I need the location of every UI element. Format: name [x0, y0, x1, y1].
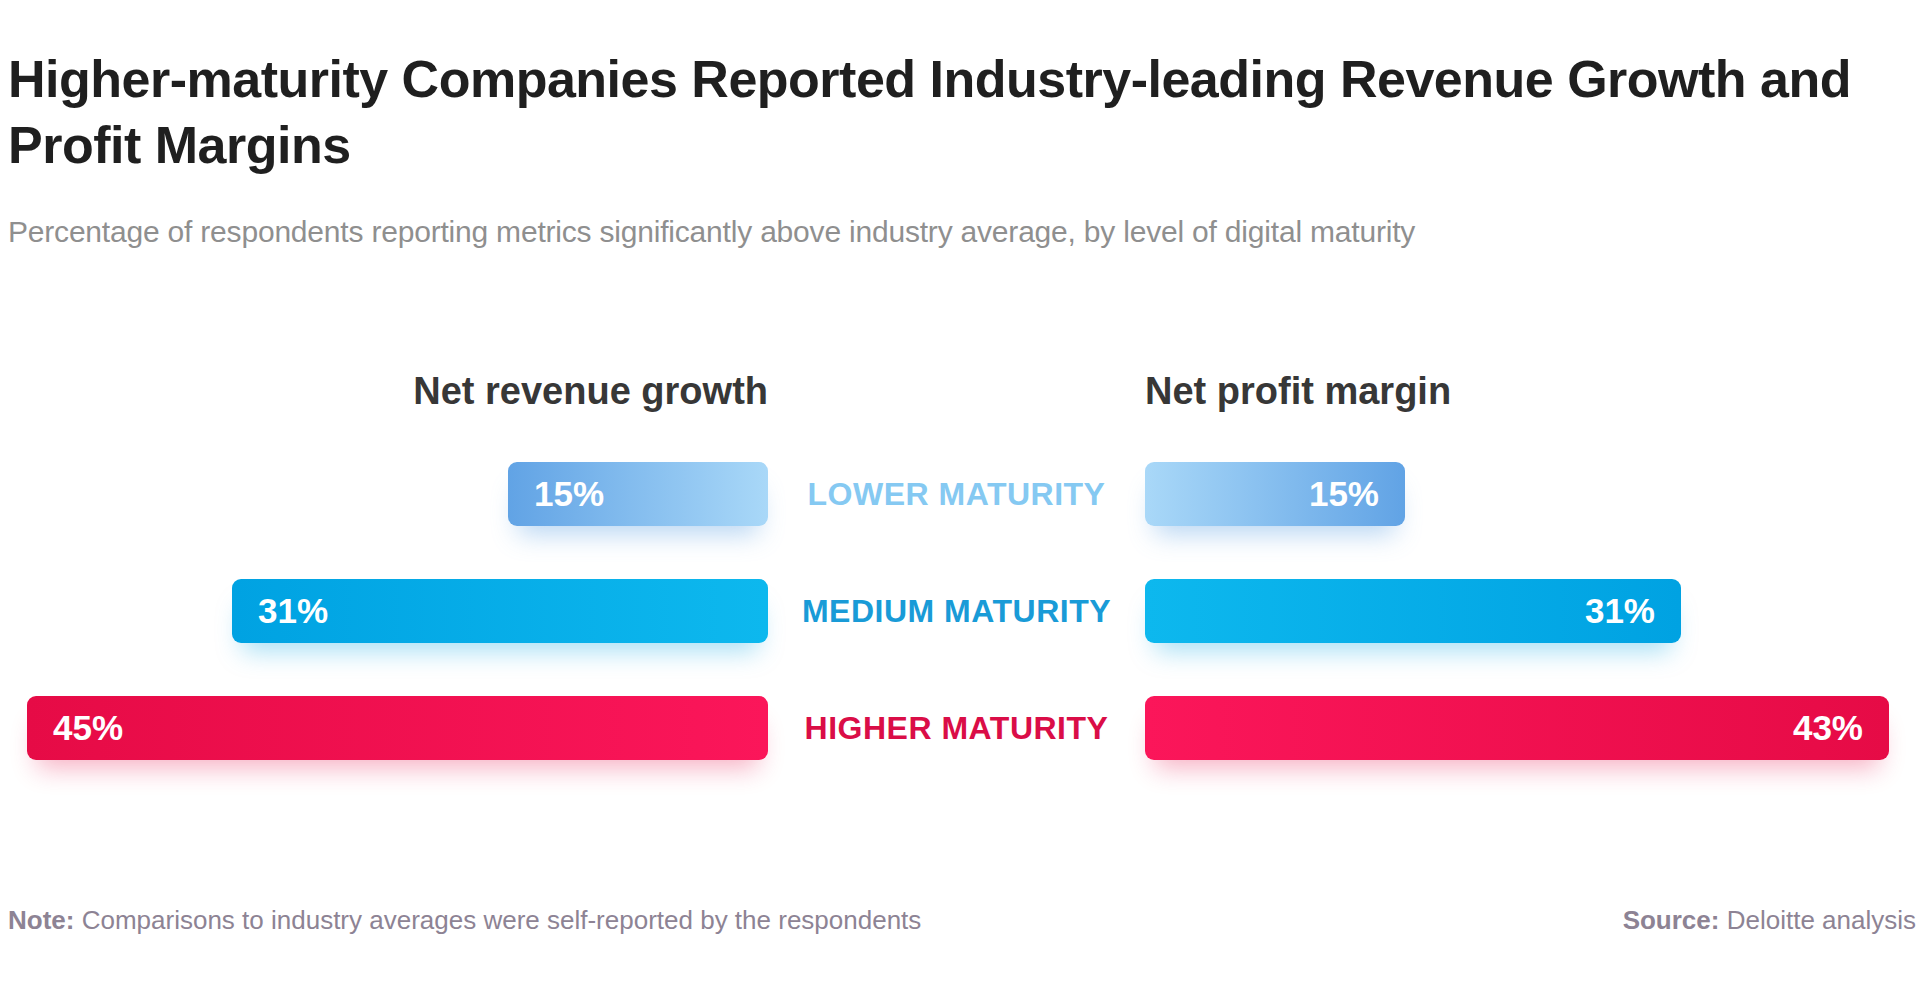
bar-value-label: 31%: [1585, 591, 1655, 631]
bar-net-profit-margin-medium-maturity: 31%: [1145, 579, 1681, 643]
source: Source: Deloitte analysis: [1623, 905, 1916, 936]
note: Note: Comparisons to industry averages w…: [8, 905, 921, 936]
column-header-net-profit-margin: Net profit margin: [1145, 370, 1451, 413]
bar-value-label: 15%: [534, 474, 604, 514]
chart-title: Higher-maturity Companies Reported Indus…: [8, 46, 1912, 178]
bar-net-profit-margin-higher-maturity: 43%: [1145, 696, 1889, 760]
note-text: Comparisons to industry averages were se…: [82, 905, 922, 935]
column-header-net-revenue-growth: Net revenue growth: [413, 370, 768, 413]
bar-value-label: 15%: [1309, 474, 1379, 514]
source-text: Deloitte analysis: [1727, 905, 1916, 935]
maturity-label-higher-maturity: HIGHER MATURITY: [768, 696, 1145, 760]
bar-value-label: 43%: [1793, 708, 1863, 748]
maturity-label-medium-maturity: MEDIUM MATURITY: [768, 579, 1145, 643]
chart-title-line-1: Higher-maturity Companies Reported Indus…: [8, 46, 1912, 112]
bar-value-label: 45%: [53, 708, 123, 748]
page: { "header": { "title": "Higher-maturity …: [0, 0, 1920, 1000]
note-label: Note:: [8, 905, 74, 935]
chart-title-line-2: Profit Margins: [8, 112, 1912, 178]
chart-canvas: Higher-maturity Companies Reported Indus…: [0, 0, 1920, 1000]
bar-net-revenue-growth-medium-maturity: 31%: [232, 579, 768, 643]
chart-subtitle: Percentage of respondents reporting metr…: [8, 215, 1888, 249]
bar-net-revenue-growth-lower-maturity: 15%: [508, 462, 768, 526]
bar-value-label: 31%: [258, 591, 328, 631]
bar-net-profit-margin-lower-maturity: 15%: [1145, 462, 1405, 526]
maturity-label-lower-maturity: LOWER MATURITY: [768, 462, 1145, 526]
source-label: Source:: [1623, 905, 1720, 935]
bar-net-revenue-growth-higher-maturity: 45%: [27, 696, 768, 760]
